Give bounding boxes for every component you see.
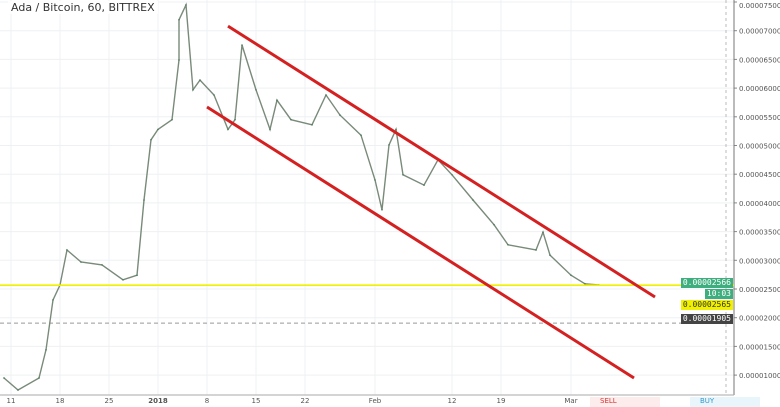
price-point (374, 179, 376, 181)
x-tick-label: 18 (56, 397, 65, 405)
y-tick-label: 0.00001500 (739, 343, 780, 351)
price-point (311, 124, 313, 126)
price-point (542, 231, 544, 233)
chart-title: Ada / Bitcoin, 60, BITTREX (8, 1, 158, 14)
price-point (227, 128, 229, 131)
y-tick-label: 0.00005500 (739, 114, 780, 122)
support-price-label: 0.00002565 (680, 300, 733, 310)
price-point (493, 223, 495, 226)
price-point (388, 144, 390, 146)
price-point (325, 94, 327, 96)
price-point (157, 128, 159, 131)
x-tick-label: 11 (7, 397, 16, 405)
price-point (584, 283, 586, 285)
crosshair-price-label: 0.00001905 (680, 314, 733, 324)
price-series-line (3, 2, 600, 391)
sell-button[interactable]: SELL (590, 397, 660, 407)
buy-button[interactable]: BUY (690, 397, 760, 407)
upper-channel-line (227, 24, 656, 299)
price-point (52, 299, 54, 301)
x-tick-label: 22 (301, 397, 310, 405)
price-point (535, 249, 537, 251)
price-point (395, 128, 397, 131)
price-point (122, 279, 124, 281)
price-point (3, 377, 5, 379)
price-point (171, 118, 173, 121)
price-point (101, 264, 103, 266)
x-tick-label: 2018 (148, 397, 168, 405)
price-point (241, 44, 243, 46)
x-tick-label: 12 (448, 397, 457, 405)
price-point (178, 18, 180, 21)
price-point (234, 118, 236, 121)
price-point (255, 89, 257, 91)
price-point (143, 199, 145, 201)
y-tick-label: 0.00002500 (739, 286, 780, 294)
price-point (549, 254, 551, 256)
price-point (360, 134, 362, 136)
price-point (339, 114, 341, 116)
x-tick-label: 15 (252, 397, 261, 405)
price-point (472, 199, 474, 201)
price-point (80, 261, 82, 263)
price-point (199, 79, 201, 81)
y-tick-label: 0.00004000 (739, 200, 780, 208)
y-tick-label: 0.00001000 (739, 372, 780, 380)
y-tick-label: 0.00003000 (739, 257, 780, 265)
x-tick-label: 8 (205, 397, 209, 405)
price-point (192, 89, 194, 91)
y-tick-label: 0.00004500 (739, 171, 780, 179)
price-point (150, 138, 152, 141)
price-point (66, 249, 68, 251)
y-tick-label: 0.00005000 (739, 143, 780, 151)
price-point (17, 389, 19, 391)
price-point (38, 377, 40, 379)
x-tick-label: 19 (497, 397, 506, 405)
countdown-label: 10:03 (704, 289, 733, 299)
price-point (290, 118, 292, 121)
y-tick-label: 0.00006500 (739, 56, 780, 64)
price-point (451, 173, 453, 176)
y-tick-label: 0.00007000 (739, 28, 780, 36)
price-point (423, 184, 425, 186)
y-tick-label: 0.00006000 (739, 85, 780, 93)
price-point (213, 94, 215, 96)
price-point (381, 208, 383, 211)
x-tick-label: 25 (105, 397, 114, 405)
lower-channel-line (206, 105, 635, 380)
price-point (276, 99, 278, 101)
price-point (269, 128, 271, 131)
price-point (45, 349, 47, 351)
price-point (570, 274, 572, 277)
price-point (402, 173, 404, 176)
price-point (136, 274, 138, 277)
x-tick-label: Feb (369, 397, 382, 405)
price-point (178, 59, 180, 61)
last-price-label: 0.00002566 (680, 278, 733, 288)
y-tick-label: 0.00003500 (739, 229, 780, 237)
y-tick-label: 0.00002000 (739, 315, 780, 323)
y-tick-label: 0.00007500 (739, 2, 780, 10)
price-point (185, 4, 187, 6)
price-point (507, 244, 509, 246)
x-tick-label: Mar (564, 397, 577, 405)
